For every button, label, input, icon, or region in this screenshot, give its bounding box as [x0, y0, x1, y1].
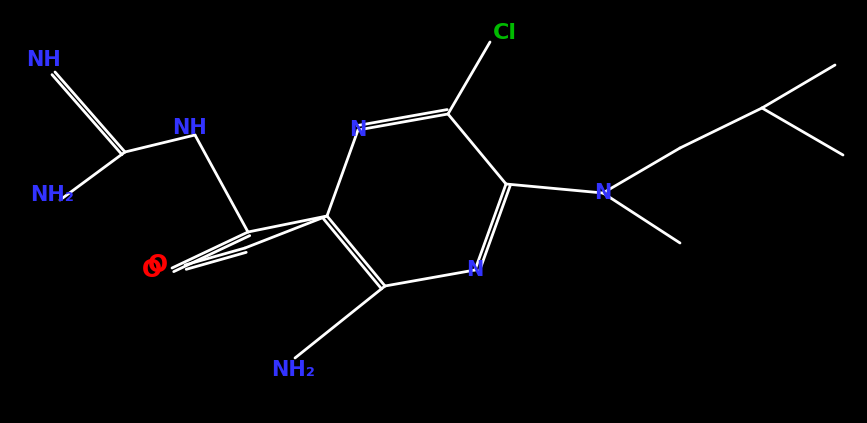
- Text: N: N: [594, 183, 612, 203]
- Text: O: O: [148, 253, 168, 277]
- Text: NH: NH: [173, 118, 207, 138]
- Text: O: O: [142, 258, 162, 282]
- Text: N: N: [466, 260, 484, 280]
- Text: N: N: [349, 120, 367, 140]
- Text: NH₂: NH₂: [30, 185, 74, 205]
- Text: Cl: Cl: [493, 23, 517, 43]
- Text: NH₂: NH₂: [271, 360, 315, 380]
- Text: NH: NH: [26, 50, 61, 70]
